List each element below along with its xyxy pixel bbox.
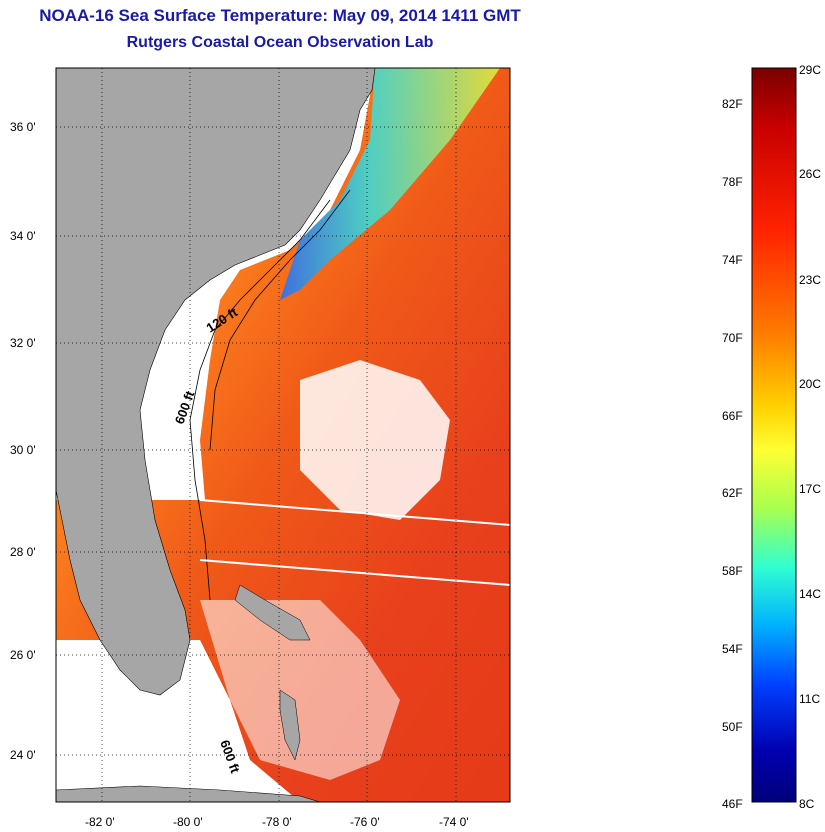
colorbar-f-label: 54F [722,642,743,656]
lon-label: -78 0' [262,815,292,829]
colorbar-c-label: 17C [799,482,821,496]
colorbar-c-label: 23C [799,273,821,287]
colorbar [751,67,797,803]
lat-label: 24 0' [10,748,36,762]
colorbar-c-label: 29C [799,63,821,77]
map-title: NOAA-16 Sea Surface Temperature: May 09,… [39,6,521,25]
swath-line [199,499,510,526]
colorbar-c-label: 11C [799,692,820,706]
land-mass [56,68,376,696]
map-frame [55,67,511,803]
lat-label: 28 0' [10,545,36,559]
colorbar-f-label: 50F [722,720,743,734]
colorbar-f-label: 62F [722,486,743,500]
bahamas-island [279,689,301,761]
colorbar-f-label: 74F [722,253,743,267]
colorbar-f-label: 66F [722,409,743,423]
no-data-south [56,640,300,802]
lat-label: 26 0' [10,648,36,662]
isobath-line [209,189,351,451]
colorbar-c-label: 14C [799,587,821,601]
coastal-cool-water [280,68,500,300]
colorbar-f-label: 82F [722,97,743,111]
lon-label: -82 0' [85,815,115,829]
swath-line [199,559,510,586]
lon-label: -76 0' [350,815,380,829]
lon-label: -74 0' [439,815,469,829]
lat-label: 36 0' [10,120,36,134]
colorbar-c-label: 20C [799,377,821,391]
colorbar-f-label: 58F [722,564,743,578]
lat-label: 34 0' [10,229,36,243]
cloud-patch [300,360,450,520]
colorbar-c-label: 26C [799,167,821,181]
colorbar-f-label: 78F [722,175,743,189]
lat-label: 32 0' [10,336,36,350]
lon-label: -80 0' [173,815,203,829]
colorbar-f-label: 46F [722,797,743,811]
lat-label: 30 0' [10,443,36,457]
colorbar-c-label: 8C [799,797,815,811]
bahamas-island [234,584,311,641]
isobath-line [189,199,331,601]
cuba-coast [56,785,321,802]
cloud-bahamas [200,600,400,780]
map-subtitle: Rutgers Coastal Ocean Observation Lab [126,34,434,51]
colorbar-f-label: 70F [722,331,743,345]
